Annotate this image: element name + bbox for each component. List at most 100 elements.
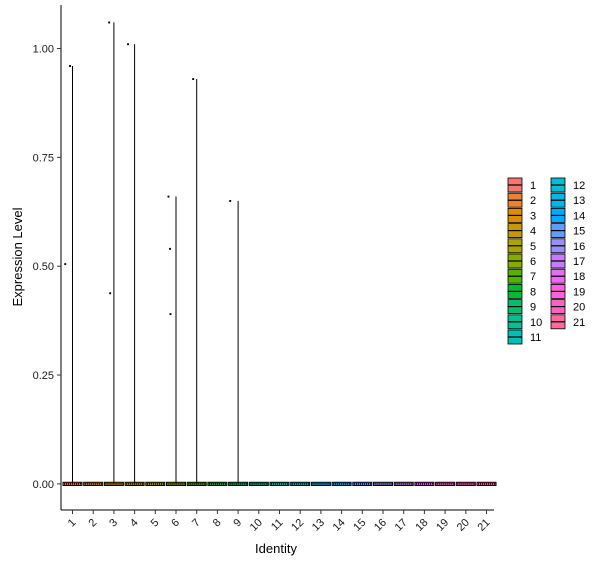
data-point bbox=[273, 483, 275, 485]
data-point bbox=[160, 483, 162, 485]
data-point bbox=[452, 483, 454, 485]
legend-label: 2 bbox=[530, 195, 536, 207]
data-point bbox=[72, 483, 74, 485]
data-point bbox=[196, 483, 198, 485]
data-point bbox=[299, 483, 301, 485]
data-point bbox=[117, 483, 119, 485]
data-point bbox=[254, 483, 256, 485]
data-point bbox=[80, 483, 82, 485]
data-point bbox=[341, 483, 343, 485]
data-point bbox=[415, 483, 418, 485]
data-point bbox=[347, 483, 349, 485]
data-point bbox=[467, 483, 469, 485]
data-point bbox=[231, 483, 233, 485]
data-point bbox=[324, 483, 326, 485]
data-point bbox=[229, 200, 232, 202]
y-tick-label: 1.00 bbox=[33, 44, 54, 56]
data-point bbox=[337, 483, 339, 485]
data-point bbox=[384, 483, 386, 485]
data-point bbox=[374, 483, 376, 485]
data-point bbox=[369, 483, 371, 485]
data-point bbox=[162, 483, 164, 485]
data-point bbox=[241, 483, 243, 485]
data-point bbox=[407, 483, 409, 485]
data-point bbox=[181, 483, 183, 485]
legend-label: 8 bbox=[530, 286, 536, 298]
data-point bbox=[386, 483, 388, 485]
data-point bbox=[108, 21, 111, 24]
data-point bbox=[345, 483, 347, 485]
data-point bbox=[378, 483, 380, 485]
data-point bbox=[293, 483, 295, 485]
legend-label: 19 bbox=[573, 286, 585, 298]
data-point bbox=[486, 483, 488, 485]
data-point bbox=[277, 483, 279, 485]
x-tick-label: 16 bbox=[372, 517, 389, 534]
data-point bbox=[367, 483, 369, 485]
axes: 0.000.250.500.751.001 2 3 4 5 6 7 8 9 10 11 12 13 14 1… bbox=[33, 5, 494, 534]
data-point bbox=[90, 483, 92, 485]
data-point bbox=[343, 483, 345, 485]
data-point bbox=[74, 483, 76, 485]
data-point bbox=[285, 483, 287, 485]
data-point bbox=[450, 483, 452, 485]
data-point bbox=[256, 483, 258, 485]
data-point bbox=[291, 483, 293, 485]
legend-label: 11 bbox=[530, 332, 541, 344]
x-tick-label: 11 bbox=[269, 517, 286, 534]
data-point bbox=[192, 78, 195, 81]
data-point bbox=[126, 483, 128, 485]
data-point bbox=[224, 483, 227, 485]
data-point bbox=[179, 483, 181, 485]
legend-label: 1 bbox=[530, 180, 536, 192]
data-point bbox=[204, 483, 206, 485]
y-tick-label: 0.25 bbox=[33, 370, 54, 382]
data-point bbox=[130, 483, 132, 485]
data-point bbox=[169, 313, 172, 316]
data-point bbox=[69, 65, 72, 67]
data-point bbox=[328, 483, 330, 485]
data-point bbox=[463, 483, 465, 485]
data-point bbox=[446, 483, 448, 485]
data-point bbox=[66, 483, 68, 485]
data-point bbox=[411, 483, 413, 485]
data-point bbox=[390, 483, 392, 485]
data-point bbox=[421, 483, 424, 485]
data-point bbox=[417, 483, 420, 485]
data-point bbox=[127, 43, 129, 46]
data-point bbox=[361, 483, 363, 485]
data-point bbox=[175, 483, 177, 485]
data-point bbox=[188, 483, 190, 485]
x-tick-label: 6 bbox=[169, 517, 182, 530]
data-point bbox=[218, 483, 221, 485]
data-point bbox=[359, 483, 361, 485]
legend-label: 7 bbox=[530, 271, 536, 283]
data-point bbox=[431, 483, 434, 485]
data-point bbox=[237, 483, 239, 485]
legend-label: 18 bbox=[573, 271, 585, 283]
data-point bbox=[233, 483, 235, 485]
x-tick-label: 20 bbox=[455, 517, 472, 534]
data-point bbox=[326, 483, 328, 485]
legend-label: 17 bbox=[573, 256, 585, 268]
data-point bbox=[210, 483, 213, 485]
data-point bbox=[279, 483, 281, 485]
data-point bbox=[318, 483, 320, 485]
data-point bbox=[444, 483, 446, 485]
data-point bbox=[301, 483, 303, 485]
data-point bbox=[295, 483, 297, 485]
data-point bbox=[167, 195, 170, 198]
data-point bbox=[401, 483, 403, 485]
data-point bbox=[111, 483, 113, 485]
data-point bbox=[353, 483, 355, 485]
data-point bbox=[202, 483, 204, 485]
data-point bbox=[92, 483, 94, 485]
data-point bbox=[349, 483, 351, 485]
legend-label: 16 bbox=[573, 241, 585, 253]
data-point bbox=[335, 483, 337, 485]
data-point bbox=[287, 483, 289, 485]
data-point bbox=[214, 483, 217, 485]
data-point bbox=[86, 483, 88, 485]
data-point bbox=[482, 483, 484, 485]
